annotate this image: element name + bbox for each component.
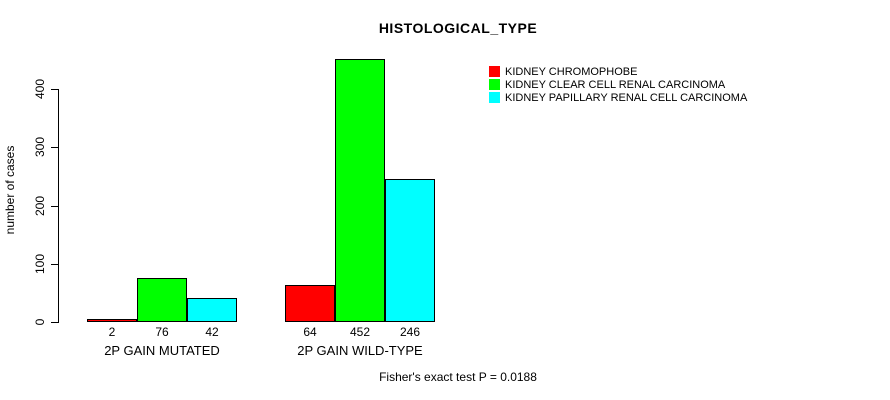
bar: [285, 285, 335, 322]
y-axis-tick-mark: [51, 89, 58, 90]
bar-value-label: 452: [349, 325, 371, 339]
y-axis-tick-label: 100: [33, 253, 47, 275]
annotation-text: Fisher's exact test P = 0.0188: [379, 370, 537, 384]
y-axis-tick-label: 300: [33, 136, 47, 158]
bar-value-label: 246: [399, 325, 421, 339]
bar: [87, 319, 137, 322]
y-axis-tick-mark: [51, 147, 58, 148]
y-axis-tick-mark: [51, 206, 58, 207]
bar: [137, 278, 187, 322]
y-axis-tick-label: 400: [33, 78, 47, 100]
legend-label: KIDNEY CLEAR CELL RENAL CARCINOMA: [505, 78, 726, 91]
legend-item: KIDNEY CLEAR CELL RENAL CARCINOMA: [489, 78, 747, 91]
x-axis-category-label: 2P GAIN MUTATED: [104, 343, 220, 358]
bar: [187, 298, 237, 322]
legend-item: KIDNEY CHROMOPHOBE: [489, 65, 747, 78]
bar-value-label: 42: [205, 325, 219, 339]
bar-value-label: 2: [108, 325, 116, 339]
legend-label: KIDNEY PAPILLARY RENAL CELL CARCINOMA: [505, 91, 748, 104]
legend-swatch: [489, 66, 500, 77]
chart-title: HISTOLOGICAL_TYPE: [378, 20, 538, 36]
y-axis-label: number of cases: [3, 145, 17, 235]
y-axis-tick-label: 200: [33, 195, 47, 217]
legend: KIDNEY CHROMOPHOBE KIDNEY CLEAR CELL RENA…: [489, 66, 747, 105]
legend-item: KIDNEY PAPILLARY RENAL CELL CARCINOMA: [489, 91, 748, 104]
bar: [335, 59, 385, 322]
legend-swatch: [489, 92, 500, 103]
y-axis-tick-label: 0: [33, 318, 47, 326]
y-axis-tick-mark: [51, 264, 58, 265]
x-axis-category-label: 2P GAIN WILD-TYPE: [297, 343, 423, 358]
bar-value-label: 64: [303, 325, 317, 339]
bar-value-label: 76: [155, 325, 169, 339]
legend-label: KIDNEY CHROMOPHOBE: [505, 65, 638, 78]
legend-swatch: [489, 79, 500, 90]
y-axis-tick-mark: [51, 322, 58, 323]
y-axis-line: [58, 89, 59, 323]
bar: [385, 179, 435, 322]
